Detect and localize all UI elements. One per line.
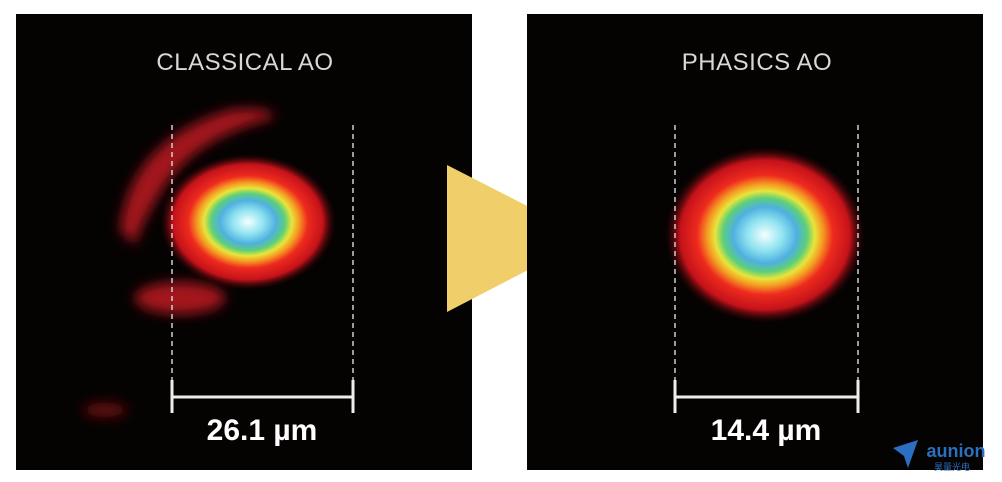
measurement: 14.4 µm: [711, 414, 822, 447]
logo-subtitle: 昊量光电: [934, 461, 970, 472]
measurement: 26.1 µm: [207, 414, 318, 447]
arrow: [447, 165, 590, 312]
logo-name: aunion: [927, 441, 986, 461]
beam-spot: [160, 154, 336, 290]
side-lobes: [83, 108, 275, 417]
panel-title: PHASICS AO: [682, 49, 832, 76]
panel-title: CLASSICAL AO: [156, 49, 333, 76]
beam-spot: [665, 147, 865, 323]
logo-icon: [893, 440, 918, 468]
